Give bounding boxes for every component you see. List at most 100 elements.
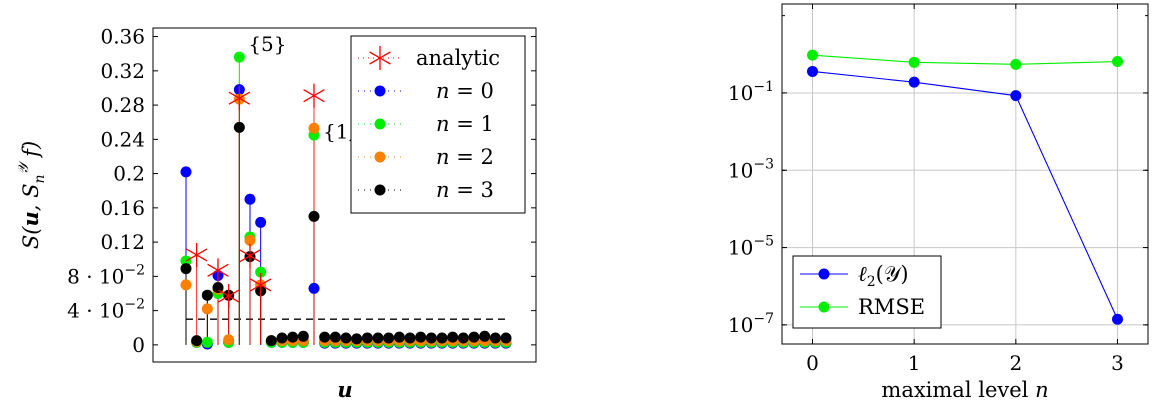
left-y-tick-label: 8 · 10−2 xyxy=(67,262,145,288)
point-analytic xyxy=(249,272,272,297)
point-n=3 xyxy=(489,332,501,344)
point-analytic xyxy=(185,242,208,267)
point-n=1 xyxy=(255,266,267,278)
point-analytic xyxy=(228,86,251,111)
left-y-tick-label: 0.2 xyxy=(113,162,145,186)
legend-label: RMSE xyxy=(858,295,925,319)
left-y-axis-label: S(u, Sn𝒴 f) xyxy=(16,141,48,249)
right-x-tick-label: 0 xyxy=(806,351,819,375)
legend-marker xyxy=(374,118,386,130)
left-plot-frame xyxy=(152,27,537,363)
point-n=3 xyxy=(457,332,469,344)
left-y-tick-label: 0 xyxy=(132,333,145,357)
point-n=3 xyxy=(297,330,309,342)
point-n=3 xyxy=(393,331,405,343)
point-analytic xyxy=(207,258,229,283)
point-n=0 xyxy=(308,282,320,294)
left-y-tick-label: 0.28 xyxy=(100,93,145,117)
left-points xyxy=(180,51,512,350)
point-n=3 xyxy=(351,333,363,345)
legend-marker xyxy=(818,301,830,313)
left-chart: 0 4 · 10−2 8 · 10−2 0.12 0.16 0.2 0.24 0.28 0.32… xyxy=(16,25,537,402)
point-n=3 xyxy=(233,121,245,133)
point-analytic xyxy=(239,243,261,268)
right-legend-box xyxy=(792,255,942,329)
point-n=3 xyxy=(436,332,448,344)
point-n=2 xyxy=(223,334,235,346)
point-n=3 xyxy=(319,331,331,343)
left-y-tick-label: 4 · 10−2 xyxy=(67,297,145,323)
point-n=3 xyxy=(479,330,491,342)
left-y-tick-label: 0.32 xyxy=(100,59,145,83)
point-analytic xyxy=(217,284,240,309)
left-legend: analytic n = 0 n = 1 n = 2 n = 3 xyxy=(350,35,526,214)
right-legend: ℓ2(𝒴) RMSE xyxy=(792,255,942,329)
point-n=1 xyxy=(233,51,245,63)
point-n=2 xyxy=(201,303,213,315)
left-y-tick-label: 0.24 xyxy=(100,127,145,151)
series-point xyxy=(1112,56,1123,68)
point-n=1 xyxy=(201,336,213,348)
point-n=2 xyxy=(308,122,320,134)
point-n=3 xyxy=(340,332,352,344)
point-n=2 xyxy=(244,234,256,246)
point-n=3 xyxy=(265,335,277,347)
legend-marker-analytic xyxy=(369,46,391,70)
right-y-tick-label: 10−3 xyxy=(728,156,774,182)
point-n=3 xyxy=(287,331,299,343)
point-n=2 xyxy=(180,279,192,291)
series-line xyxy=(812,54,1118,65)
point-n=3 xyxy=(468,331,480,343)
point-n=1 xyxy=(180,255,192,267)
legend-label: n = 1 xyxy=(436,112,494,136)
series-point xyxy=(1112,313,1123,325)
point-n=0 xyxy=(244,193,256,205)
series-line xyxy=(812,70,1119,320)
left-y-tick-label: 0.12 xyxy=(100,230,145,254)
point-n=3 xyxy=(191,335,203,347)
right-x-tick-label: 2 xyxy=(1009,351,1022,375)
right-x-axis-label: maximal level n xyxy=(881,378,1048,402)
legend-marker xyxy=(374,184,386,196)
point-n=3 xyxy=(447,331,459,343)
point-n=3 xyxy=(404,332,416,344)
legend-label: n = 0 xyxy=(436,79,494,103)
series-point xyxy=(908,76,920,88)
series-point xyxy=(807,65,818,77)
legend-marker xyxy=(374,151,386,163)
legend-marker xyxy=(374,85,386,97)
series-point xyxy=(1010,90,1022,102)
series-point xyxy=(1010,58,1022,70)
right-series xyxy=(807,49,1123,325)
series-point xyxy=(908,56,920,68)
right-y-tick-label: 10−5 xyxy=(728,234,774,260)
legend-label: n = 3 xyxy=(436,178,494,202)
legend-label: n = 2 xyxy=(436,145,494,169)
point-n=3 xyxy=(425,332,437,344)
point-n=3 xyxy=(180,263,192,275)
right-plot-frame xyxy=(781,3,1149,345)
point-n=3 xyxy=(500,332,512,344)
right-x-tick-label: 3 xyxy=(1111,351,1124,375)
point-n=3 xyxy=(276,332,288,344)
left-x-axis-label: u xyxy=(337,377,352,402)
point-analytic xyxy=(303,83,325,108)
right-y-tick-label: 10−7 xyxy=(728,311,774,337)
left-y-tick-label: 0.36 xyxy=(100,25,145,49)
point-n=3 xyxy=(212,281,224,293)
point-n=0 xyxy=(255,216,267,228)
annotation-set-5: {5} xyxy=(248,32,286,56)
legend-label: ℓ2(𝒴) xyxy=(858,262,909,290)
point-n=3 xyxy=(201,289,213,301)
point-n=3 xyxy=(329,331,341,343)
left-y-tick-label: 0.16 xyxy=(100,196,145,220)
point-n=3 xyxy=(308,210,320,222)
right-y-tick-label: 10−1 xyxy=(728,79,774,105)
legend-marker xyxy=(818,268,830,280)
point-n=3 xyxy=(383,332,395,344)
point-n=3 xyxy=(361,332,373,344)
point-n=3 xyxy=(372,332,384,344)
legend-label-analytic: analytic xyxy=(416,46,500,70)
right-x-ticks: 0 1 2 3 xyxy=(806,4,1124,375)
point-n=3 xyxy=(415,331,427,343)
